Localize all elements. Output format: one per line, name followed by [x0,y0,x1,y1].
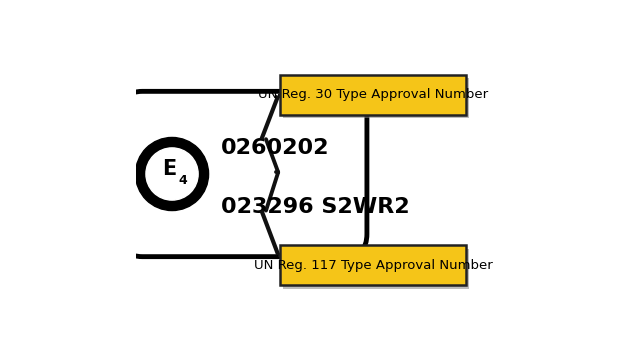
Text: 0260202: 0260202 [221,138,329,158]
Text: 023296 S2WR2: 023296 S2WR2 [221,197,409,217]
FancyBboxPatch shape [283,78,469,118]
Text: 4: 4 [179,174,188,187]
Text: UN Reg. 117 Type Approval Number: UN Reg. 117 Type Approval Number [254,259,492,272]
Circle shape [146,148,198,200]
FancyBboxPatch shape [120,91,367,257]
FancyBboxPatch shape [280,245,466,285]
Text: E: E [162,159,176,180]
Text: UN Reg. 30 Type Approval Number: UN Reg. 30 Type Approval Number [258,88,488,101]
Circle shape [136,137,209,211]
FancyBboxPatch shape [283,249,469,289]
FancyBboxPatch shape [280,75,466,115]
